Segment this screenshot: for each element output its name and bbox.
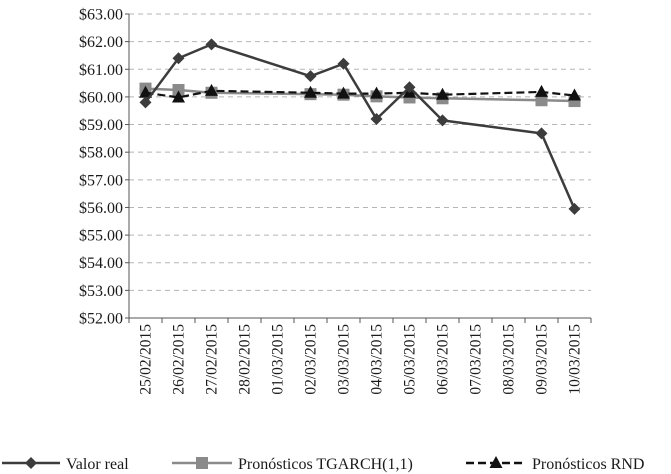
data-point: [172, 90, 185, 103]
x-tick-label: 05/03/2015: [402, 324, 419, 395]
x-tick-label: 02/03/2015: [303, 324, 320, 395]
y-tick-label: $53.00: [79, 283, 123, 300]
data-point: [436, 87, 449, 100]
series-layer: [139, 38, 581, 215]
x-tick-label: 03/03/2015: [336, 324, 353, 395]
x-tick-label: 26/02/2015: [171, 324, 188, 395]
data-point: [304, 85, 317, 98]
x-tick-label: 28/02/2015: [237, 324, 254, 395]
data-point: [172, 84, 185, 96]
data-point: [568, 88, 581, 101]
legend-item: Pronósticos TGARCH(1,1): [172, 456, 413, 473]
data-point: [139, 85, 152, 98]
y-tick-label: $57.00: [79, 172, 123, 189]
data-point: [172, 52, 185, 65]
legend-item: Pronósticos RND: [466, 456, 644, 473]
series-diamond: [139, 38, 581, 215]
data-point: [370, 113, 383, 126]
series-triangle: [139, 83, 581, 103]
gridlines: [129, 13, 591, 291]
data-point: [337, 86, 350, 99]
series-line: [144, 43, 576, 210]
data-point: [337, 57, 350, 70]
x-tick-label: 01/03/2015: [270, 324, 287, 395]
y-tick-label: $56.00: [79, 200, 123, 217]
y-tick-label: $54.00: [79, 255, 123, 272]
data-point: [535, 94, 548, 107]
legend-marker: [196, 457, 208, 469]
axes: [128, 14, 591, 319]
y-tick-label: $55.00: [79, 228, 123, 245]
x-tick-label: 09/03/2015: [534, 324, 551, 395]
legend-marker: [489, 456, 503, 468]
data-point: [535, 127, 548, 140]
legend-marker: [25, 457, 37, 469]
y-tick-label: $58.00: [79, 145, 123, 162]
y-tick-label: $63.00: [79, 7, 123, 24]
x-tick-label: 06/03/2015: [435, 324, 452, 395]
x-tick-label: 07/03/2015: [468, 324, 485, 395]
data-point: [568, 202, 581, 215]
series-line: [145, 87, 575, 103]
x-axis-ticks: 25/02/2015 26/02/2015 27/02/2015 28/02/2015…: [128, 318, 592, 395]
data-point: [304, 70, 317, 83]
data-point: [205, 83, 218, 96]
y-tick-label: $60.00: [79, 89, 123, 106]
legend-label: Pronósticos TGARCH(1,1): [238, 456, 413, 473]
data-point: [205, 38, 218, 51]
data-point: [370, 86, 383, 99]
x-tick-label: 04/03/2015: [369, 324, 386, 395]
legend-label: Valor real: [66, 456, 129, 473]
legend-label: Pronósticos RND: [532, 456, 644, 473]
legend-item: Valor real: [2, 456, 129, 473]
data-point: [139, 96, 152, 109]
series-line: [145, 89, 575, 99]
legend: Valor real Pronósticos TGARCH(1,1) Pronóst…: [2, 456, 644, 473]
data-point: [436, 114, 449, 127]
x-tick-label: 10/03/2015: [567, 324, 584, 395]
y-tick-label: $61.00: [79, 62, 123, 79]
data-point: [535, 84, 548, 97]
y-axis-ticks: $52.00 $53.00 $54.00 $55.00 $56.00 $57.00 $58.…: [79, 7, 129, 328]
x-tick-label: 27/02/2015: [204, 324, 221, 395]
y-tick-label: $59.00: [79, 117, 123, 134]
data-point: [403, 81, 416, 94]
x-tick-label: 08/03/2015: [501, 324, 518, 395]
y-tick-label: $62.00: [79, 34, 123, 51]
x-tick-label: 25/02/2015: [138, 324, 155, 395]
y-tick-label: $52.00: [79, 311, 123, 328]
